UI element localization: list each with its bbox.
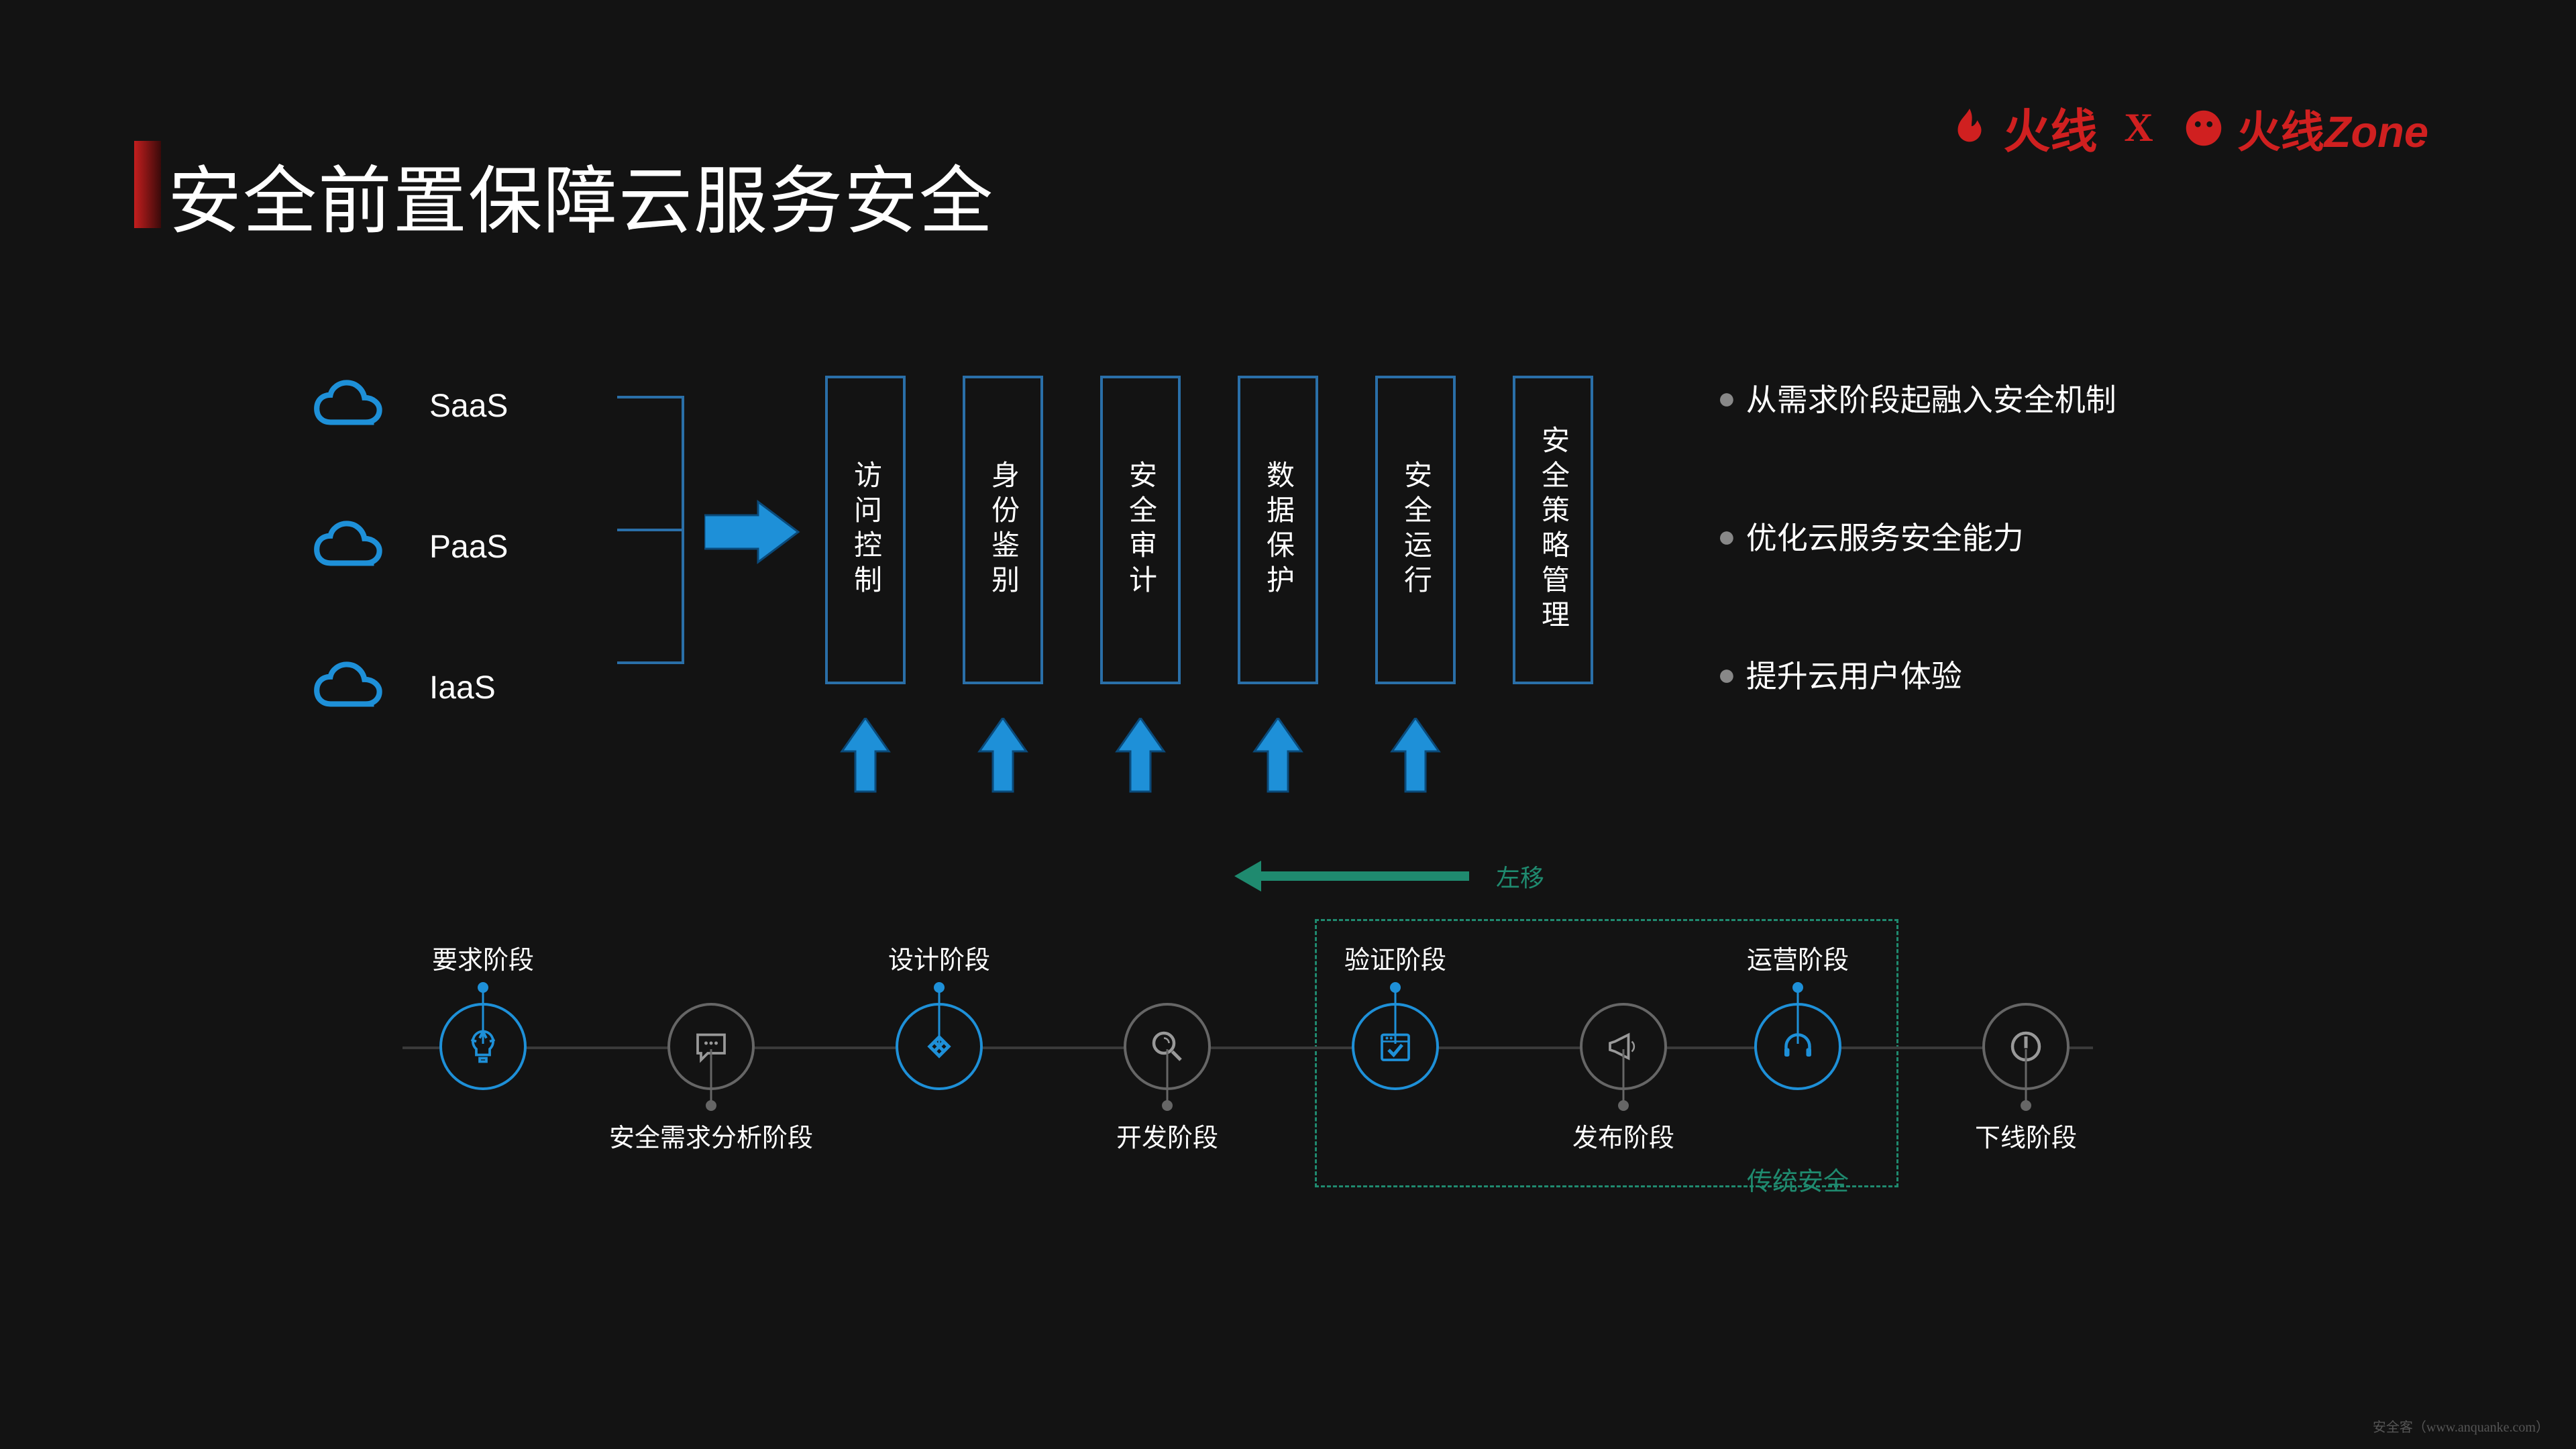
arrow-up-icon — [1251, 718, 1305, 798]
brand-1-text: 火线 — [2003, 94, 2097, 162]
cloud-stack: SaaS PaaS IaaS — [309, 376, 508, 798]
bullet-item: 优化云服务安全能力 — [1717, 514, 2116, 558]
timeline-label: 传统安全 — [1747, 1161, 1849, 1197]
sec-box-data: 数据保护 — [1238, 376, 1318, 684]
up-arrows — [825, 718, 1456, 798]
sec-box-runtime: 安全运行 — [1375, 376, 1456, 684]
arrow-right-icon — [704, 495, 805, 569]
title-block: 安全前置保障云服务安全 — [134, 141, 994, 248]
title-accent-bar — [134, 141, 161, 228]
timeline-label: 设计阶段 — [888, 939, 990, 976]
cloud-row-saas: SaaS — [309, 376, 508, 436]
shift-left-label: 左移 — [1496, 859, 1544, 894]
timeline-label: 要求阶段 — [432, 939, 534, 976]
cloud-icon — [309, 657, 396, 718]
sec-box-audit: 安全审计 — [1100, 376, 1181, 684]
timeline-node: 下线阶段 — [1982, 1003, 2070, 1090]
brand-1-logo: 火线 — [1946, 94, 2097, 162]
cloud-label: IaaS — [429, 669, 496, 706]
timeline-label: 验证阶段 — [1344, 939, 1446, 976]
timeline-node: 运营阶段 — [1754, 1003, 1841, 1090]
cloud-label: PaaS — [429, 529, 508, 566]
cloud-label: SaaS — [429, 388, 508, 425]
timeline-label: 开发阶段 — [1116, 1117, 1218, 1154]
brand-2-logo: 火线Zone — [2180, 97, 2428, 160]
sec-box-access: 访问控制 — [825, 376, 906, 684]
cloud-icon — [309, 376, 396, 436]
arrow-up-icon — [839, 718, 892, 798]
timeline-label: 安全需求分析阶段 — [609, 1117, 813, 1154]
bullet-item: 从需求阶段起融入安全机制 — [1717, 376, 2116, 420]
brand-2-text: 火线Zone — [2237, 97, 2428, 160]
timeline-label: 下线阶段 — [1975, 1117, 2077, 1154]
mascot-icon — [2180, 105, 2227, 152]
timeline-label: 发布阶段 — [1572, 1117, 1674, 1154]
arrow-up-icon — [976, 718, 1030, 798]
timeline-node: 安全需求分析阶段 — [667, 1003, 755, 1090]
timeline-node: 验证阶段 — [1352, 1003, 1439, 1090]
security-boxes: 访问控制 身份鉴别 安全审计 数据保护 安全运行 安全策略管理 — [825, 376, 1593, 684]
logo-separator: X — [2124, 105, 2153, 151]
timeline-node: 要求阶段 — [439, 1003, 527, 1090]
flame-icon — [1946, 105, 1993, 152]
bullet-list: 从需求阶段起融入安全机制 优化云服务安全能力 提升云用户体验 — [1717, 376, 2116, 790]
logo-area: 火线 X 火线Zone — [1946, 94, 2428, 162]
cloud-row-iaas: IaaS — [309, 657, 508, 718]
cloud-row-paas: PaaS — [309, 517, 508, 577]
shift-left-arrow: 左移 — [1254, 859, 1544, 894]
footer-credit: 安全客（www.anquanke.com） — [2373, 1416, 2549, 1436]
cloud-icon — [309, 517, 396, 577]
timeline-node: 发布阶段 — [1580, 1003, 1667, 1090]
timeline-label: 运营阶段 — [1747, 939, 1849, 976]
page-title: 安全前置保障云服务安全 — [168, 141, 994, 248]
arrow-up-icon — [1114, 718, 1167, 798]
sec-box-policy: 安全策略管理 — [1513, 376, 1593, 684]
bracket-mid — [617, 529, 684, 531]
arrow-up-icon — [1389, 718, 1442, 798]
sec-box-identity: 身份鉴别 — [963, 376, 1043, 684]
bullet-item: 提升云用户体验 — [1717, 652, 2116, 696]
timeline-node: 设计阶段 — [896, 1003, 983, 1090]
timeline-node: 开发阶段 — [1124, 1003, 1211, 1090]
